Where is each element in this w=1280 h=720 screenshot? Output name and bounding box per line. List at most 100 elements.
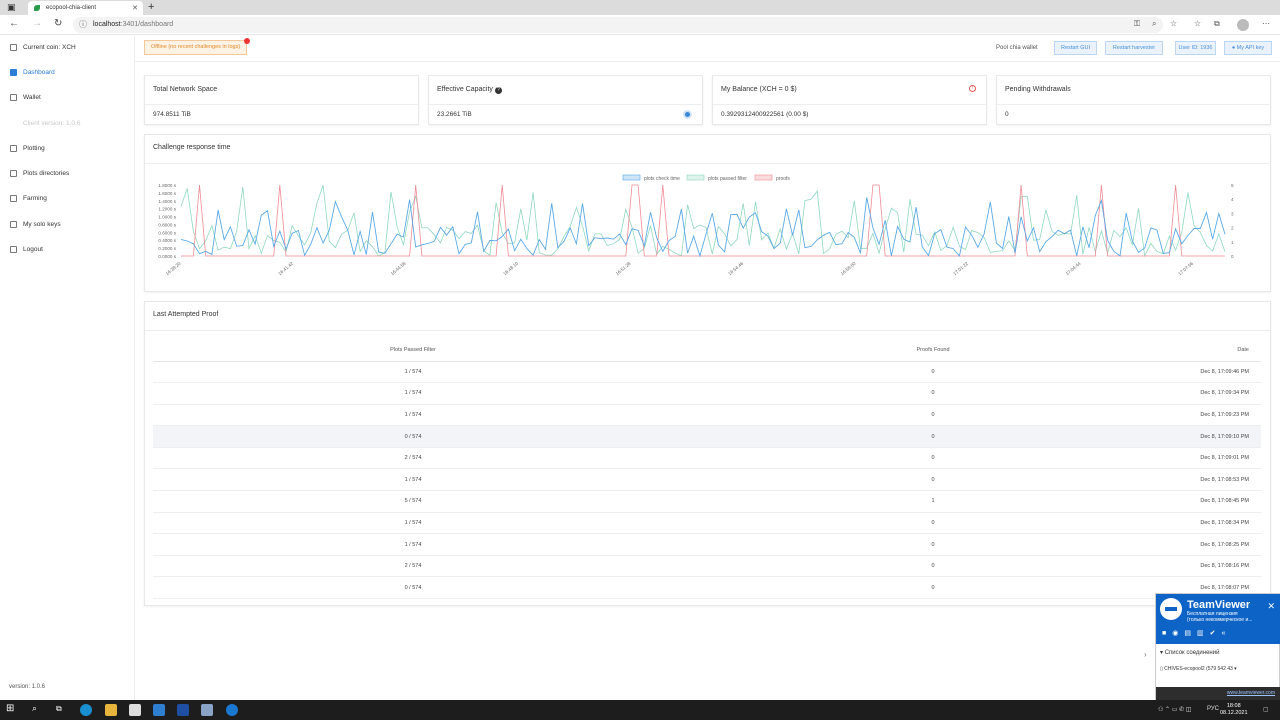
sync-icon[interactable]: ⧉ xyxy=(1214,19,1220,28)
sidebar: Current coin: XCH Dashboard Wallet Clien… xyxy=(0,36,135,700)
warning-text: Offline (no recent challenges in logs) xyxy=(151,44,241,50)
powershell-icon[interactable] xyxy=(177,704,189,716)
connection-list-label: ▾ Список соединений xyxy=(1160,650,1220,656)
files-icon[interactable]: ▥ xyxy=(1196,630,1210,637)
alert-icon[interactable]: ! xyxy=(969,85,976,92)
teamviewer-title: TeamViewer xyxy=(1187,599,1251,611)
more-icon[interactable]: ⋯ xyxy=(1262,19,1270,28)
top-bar: Offline (no recent challenges in logs) P… xyxy=(135,36,1280,62)
store-icon[interactable] xyxy=(129,704,141,716)
sidebar-item-plotting[interactable]: Plotting xyxy=(10,145,45,152)
edge-icon[interactable] xyxy=(80,704,92,716)
cell-date: Dec 8, 17:08:53 PM xyxy=(1193,468,1261,492)
close-tab-icon[interactable]: ✕ xyxy=(132,5,138,12)
teamviewer-panel: TeamViewer Бесплатная лицензия (только н… xyxy=(1155,593,1280,700)
help-icon[interactable]: ? xyxy=(494,87,502,94)
clock-date: 08.12.2021 xyxy=(1220,710,1248,716)
sidebar-item-dashboard[interactable]: Dashboard xyxy=(10,69,55,76)
notifications-icon[interactable]: ▢ xyxy=(1263,707,1269,713)
legend-label: plots passed filter xyxy=(708,176,747,182)
x-tick-label: 16:41:42 xyxy=(277,261,294,277)
sidebar-item-label: Plots directories xyxy=(23,170,70,177)
browser-tab[interactable]: ecopool-chia-client ✕ xyxy=(28,1,143,15)
card-value: 974.8511 TiB xyxy=(153,111,191,118)
calculator-icon[interactable] xyxy=(201,704,213,716)
x-tick-label: 17:04:44 xyxy=(1065,261,1082,277)
wallet-icon xyxy=(10,94,17,101)
chat-icon[interactable]: ▤ xyxy=(1184,630,1197,637)
info-icon[interactable]: ⓘ xyxy=(79,20,87,29)
zoom-icon[interactable]: ⌕ xyxy=(1152,19,1157,28)
cell-proofs-found: 0 xyxy=(673,425,1193,448)
taskbar: ⊞ ⌕ ⧉ ⚇ ⌃ ▭ ✆ ◫ РУС 18:08 08.12.2021 ▢ xyxy=(0,700,1280,720)
sidebar-item-solo-keys[interactable]: My solo keys xyxy=(10,221,61,228)
y-tick-label: 0.6000 s xyxy=(158,230,176,235)
cell-proofs-found: 0 xyxy=(673,447,1193,470)
pool-wallet-label: Pool chia wallet xyxy=(996,45,1038,51)
close-icon[interactable]: ✕ xyxy=(1267,601,1275,611)
folder-icon xyxy=(10,170,17,177)
info-circle-icon[interactable] xyxy=(683,110,692,119)
cell-date: Dec 8, 17:08:16 PM xyxy=(1193,555,1261,578)
mail-icon[interactable] xyxy=(153,704,165,716)
tray-icons[interactable]: ⚇ ⌃ ▭ ✆ ◫ xyxy=(1158,707,1192,713)
offline-warning: Offline (no recent challenges in logs) xyxy=(144,38,251,55)
search-icon[interactable]: ⌕ xyxy=(32,703,38,713)
series-plots-passed-filter xyxy=(180,185,1226,258)
window-menu-icon[interactable]: ▣ xyxy=(7,2,16,12)
y-tick-label: 1.4000 s xyxy=(158,199,176,204)
url-path: :3401/dashboard xyxy=(120,21,174,28)
legend-swatch xyxy=(754,174,773,181)
headset-icon[interactable]: ◉ xyxy=(1172,630,1185,637)
table-row: 1 / 574 0 Dec 8, 17:08:53 PM xyxy=(153,468,1261,492)
table-row: 1 / 574 0 Dec 8, 17:09:23 PM xyxy=(153,404,1261,427)
x-tick-label: 16:44:58 xyxy=(390,261,407,277)
sidebar-item-plots-directories[interactable]: Plots directories xyxy=(10,170,69,177)
restart-harvester-button[interactable]: Restart harvester xyxy=(1105,41,1163,55)
list-label: Список соединений xyxy=(1164,650,1220,656)
user-id-button[interactable]: User ID: 1936 xyxy=(1175,41,1216,55)
new-tab-icon[interactable]: + xyxy=(148,1,155,13)
favorite-icon[interactable]: ☆ xyxy=(1170,19,1178,28)
key-icon xyxy=(10,221,17,228)
y-tick-label: 1.8000 s xyxy=(158,183,176,188)
back-icon[interactable]: ← xyxy=(9,18,19,29)
restart-gui-button[interactable]: Restart GUI xyxy=(1054,41,1097,55)
video-icon[interactable]: ■ xyxy=(1162,630,1173,637)
connection-item[interactable]: ▯ CHIVES-ecopool2 (579 542 43 ▾ xyxy=(1160,666,1237,672)
key-icon[interactable]: ⚿ xyxy=(1134,19,1141,28)
sidebar-item-label: Farming xyxy=(23,195,47,202)
clock[interactable]: 18:08 08.12.2021 xyxy=(1220,703,1248,717)
forward-icon[interactable]: → xyxy=(32,18,42,29)
cell-proofs-found: 0 xyxy=(673,404,1193,427)
check-icon[interactable]: ✔ xyxy=(1209,630,1222,637)
collapse-icon[interactable]: « xyxy=(1221,630,1232,637)
card-value: 0.392931240092256​1 (0.00 $) xyxy=(721,111,809,118)
current-coin: Current coin: XCH xyxy=(10,44,76,51)
api-key-button[interactable]: ● My API key xyxy=(1224,41,1272,55)
x-tick-label: 16:58:00 xyxy=(840,261,857,277)
reload-icon[interactable]: ↻ xyxy=(54,18,63,29)
collapse-arrow-icon[interactable]: › xyxy=(1144,650,1147,659)
profile-avatar[interactable] xyxy=(1237,19,1249,31)
cell-proofs-found: 0 xyxy=(673,361,1193,384)
proof-title: Last Attempted Proof xyxy=(153,311,219,318)
collections-icon[interactable]: ☆ xyxy=(1194,19,1202,28)
card-title: Pending Withdrawals xyxy=(1005,86,1071,93)
cell-date: Dec 8, 17:09:01 PM xyxy=(1193,447,1261,470)
sidebar-item-farming[interactable]: Farming xyxy=(10,195,47,202)
card-my-balance: My Balance (XCH = 0 $) ! 0.3929312400922… xyxy=(712,75,987,125)
sidebar-item-logout[interactable]: Logout xyxy=(10,246,43,253)
start-icon[interactable]: ⊞ xyxy=(6,703,15,714)
task-view-icon[interactable]: ⧉ xyxy=(56,704,62,713)
chart-card: Challenge response time plots check time… xyxy=(144,134,1271,292)
explorer-icon[interactable] xyxy=(105,704,117,716)
api-key-label: My API key xyxy=(1236,45,1265,51)
teamviewer-link[interactable]: www.teamviewer.com xyxy=(1156,687,1280,700)
sidebar-item-wallet[interactable]: Wallet xyxy=(10,94,41,101)
cell-date: Dec 8, 17:09:46 PM xyxy=(1193,361,1261,384)
card-value: 23.2661 TiB xyxy=(437,111,472,118)
teamviewer-taskbar-icon[interactable] xyxy=(226,704,238,716)
language-indicator[interactable]: РУС xyxy=(1207,706,1220,712)
url-input[interactable]: ⓘ localhost:3401/dashboard xyxy=(73,17,1163,33)
